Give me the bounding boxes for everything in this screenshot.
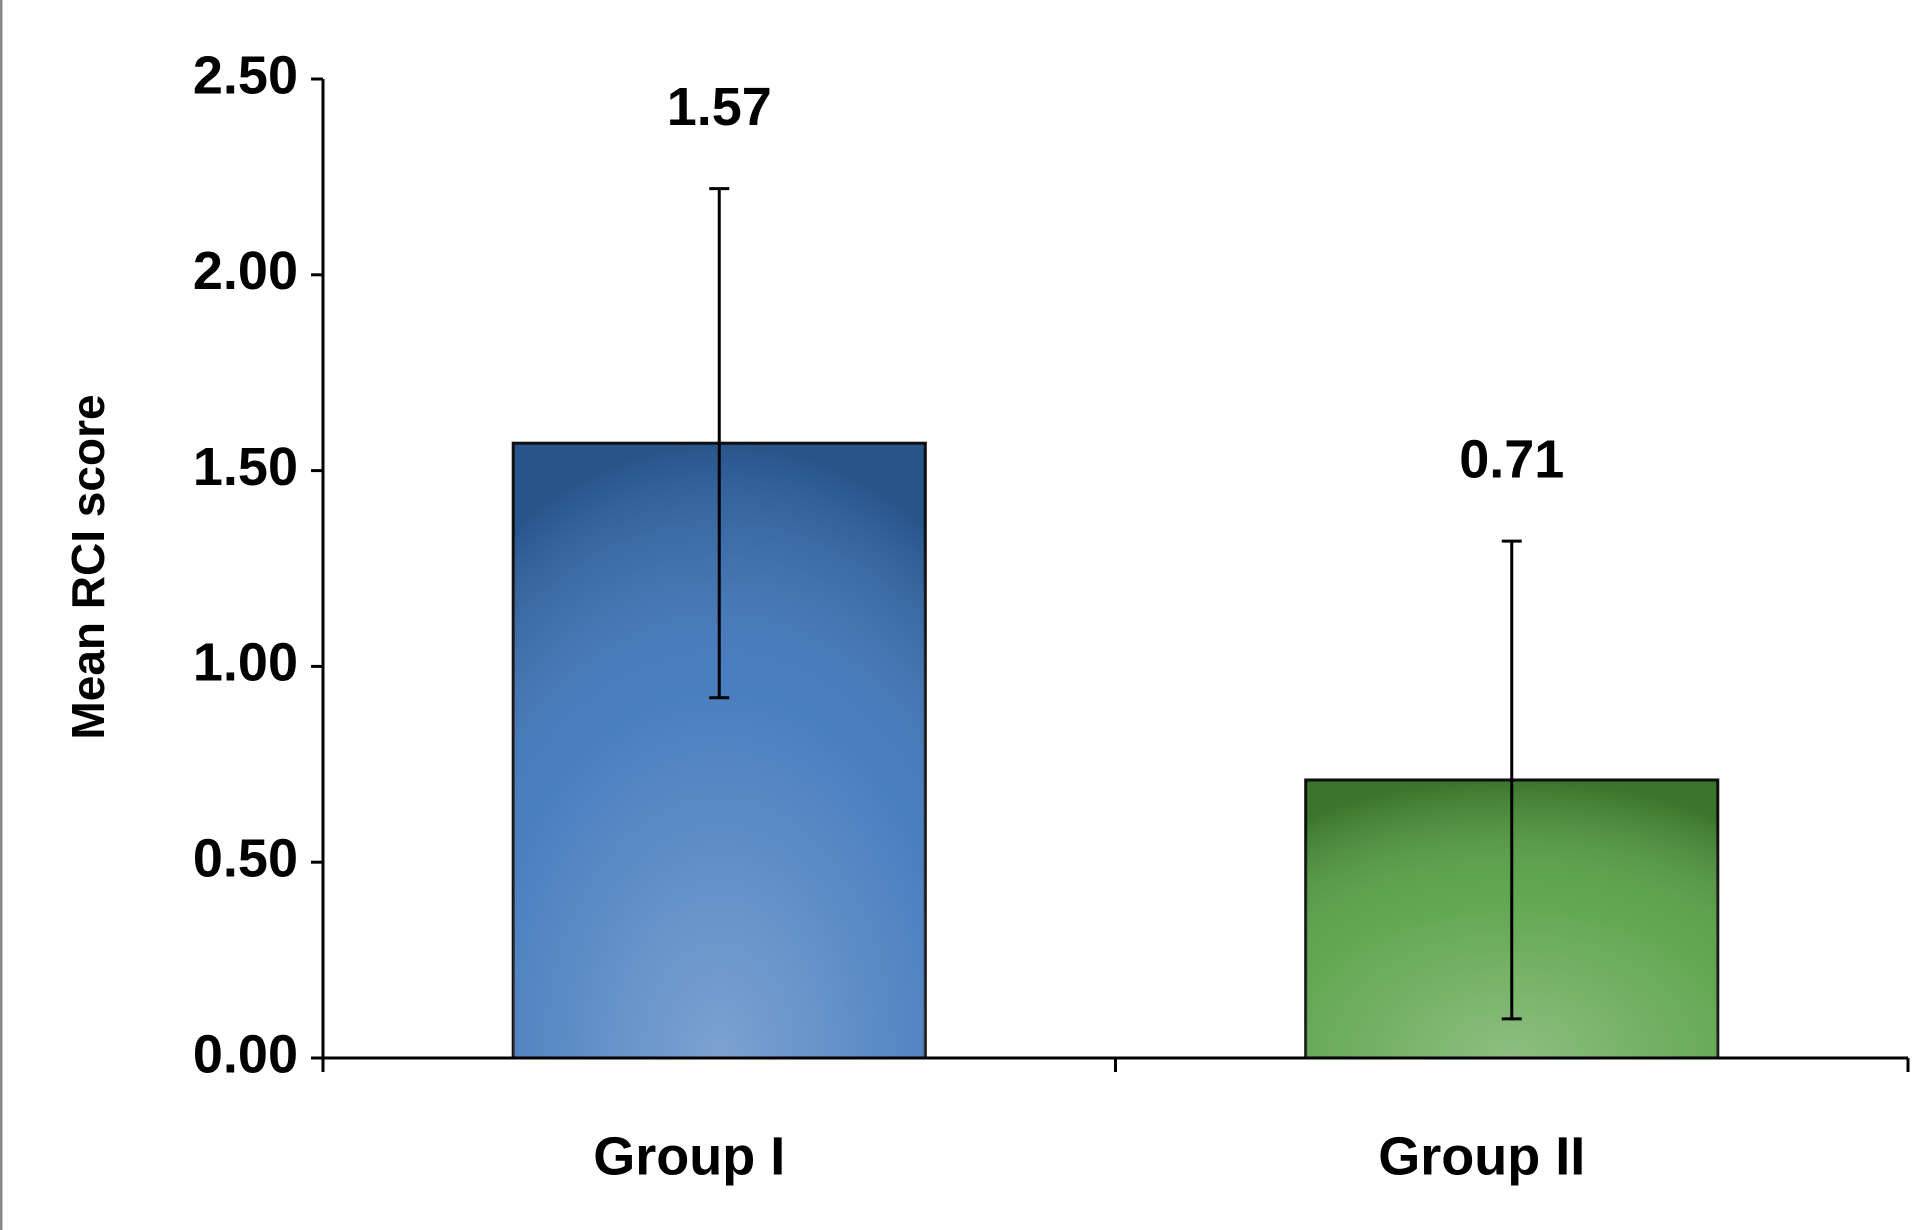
y-tick-label: 2.50	[193, 45, 298, 105]
error-bar	[709, 187, 730, 700]
y-tick-label: 0.50	[193, 828, 298, 888]
y-tick-label: 1.50	[193, 437, 298, 497]
x-tick-label: Group I	[593, 1126, 785, 1186]
value-label: 1.57	[667, 77, 772, 137]
y-tick-label: 0.00	[193, 1024, 298, 1084]
y-axis-title: Mean RCI score	[62, 394, 114, 739]
y-tick-label: 1.00	[193, 633, 298, 693]
x-tick-label: Group II	[1378, 1126, 1585, 1186]
value-label: 0.71	[1459, 429, 1564, 489]
y-tick-label: 2.00	[193, 241, 298, 301]
error-bar	[1501, 539, 1522, 1021]
